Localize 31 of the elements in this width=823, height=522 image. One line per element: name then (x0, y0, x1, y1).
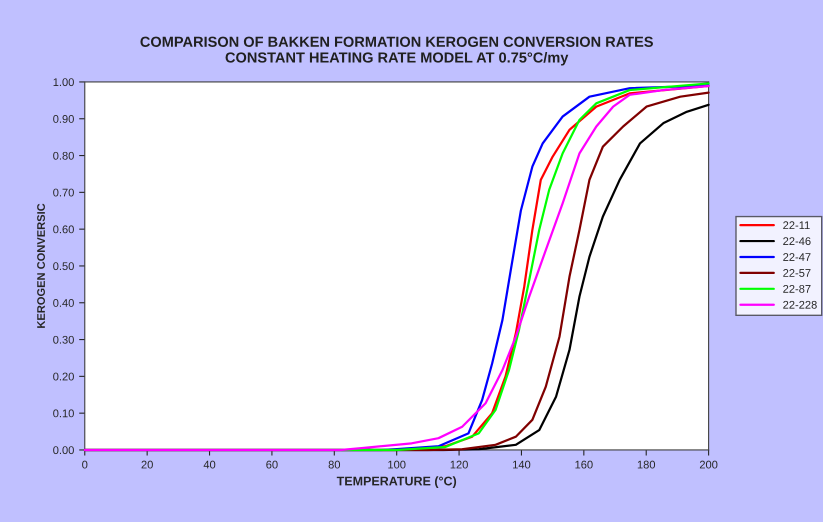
y-tick-label: 0.60 (53, 225, 74, 234)
y-tick-label: 0.50 (53, 262, 74, 270)
y-tick-label: 0.00 (53, 446, 74, 454)
x-tick-label: 120 (450, 460, 468, 469)
x-tick-label: 0 (82, 460, 88, 469)
x-tick-label: 40 (204, 460, 216, 469)
y-tick-label: 0.30 (53, 336, 74, 344)
x-tick-label: 200 (700, 460, 718, 469)
x-tick-label: 160 (575, 460, 593, 469)
legend-label: 22-228 (783, 300, 817, 309)
y-tick-label: 0.40 (53, 299, 74, 307)
y-axis-title: KEROGEN CONVERSIC (37, 204, 45, 328)
x-tick-label: 80 (328, 460, 340, 469)
y-tick-label: 0.10 (53, 409, 74, 418)
y-tick-label: 0.80 (53, 152, 74, 160)
y-tick-label: 0.90 (53, 115, 74, 123)
x-tick-label: 60 (266, 460, 278, 469)
y-tick-label: 0.20 (53, 372, 74, 380)
legend-label: 22-11 (783, 221, 810, 230)
x-tick-label: 180 (638, 460, 656, 469)
chart-title: COMPARISON OF BAKKEN FORMATION KEROGEN CONVERSION RATES CONSTANT HEATING RATE MODEL AT 0.75°C/my (140, 36, 653, 66)
x-tick-label: 20 (142, 460, 153, 469)
x-tick-label: 100 (388, 460, 406, 469)
legend-label: 22-57 (783, 269, 811, 277)
y-tick-label: 0.70 (53, 188, 74, 196)
legend-label: 22-47 (783, 253, 811, 261)
x-axis-title: TEMPERATURE (°C) (336, 476, 456, 488)
legend-label: 22-87 (783, 284, 811, 293)
x-tick-label: 140 (513, 460, 530, 469)
y-tick-label: 1.00 (54, 78, 74, 86)
legend-label: 22-46 (783, 237, 811, 246)
